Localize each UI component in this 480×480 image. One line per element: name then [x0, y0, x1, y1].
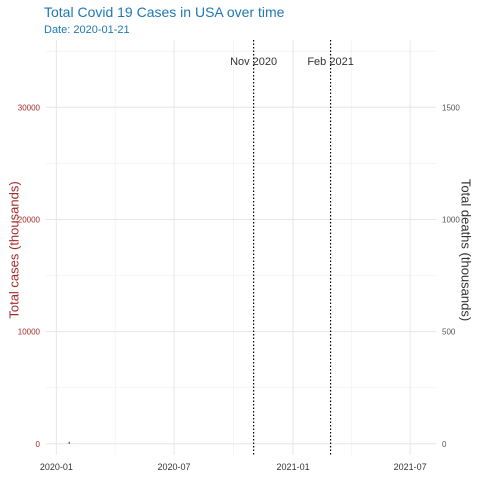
y-right-tick-label: 0 [442, 440, 447, 449]
y-left-tick-label: 10000 [18, 328, 41, 337]
x-tick-label: 2020-01 [40, 462, 73, 472]
x-tick-label: 2021-01 [277, 462, 310, 472]
y-right-tick-label: 1000 [442, 215, 460, 224]
annotation-label: Feb 2021 [307, 56, 353, 68]
y-right-tick-label: 1500 [442, 103, 460, 112]
chart-title: Total Covid 19 Cases in USA over time [44, 4, 285, 20]
y-right-tick-label: 500 [442, 328, 456, 337]
x-tick-label: 2020-07 [158, 462, 191, 472]
y-left-tick-label: 30000 [18, 103, 41, 112]
annotation-label: Nov 2020 [230, 56, 277, 68]
y-left-tick-label: 0 [36, 440, 41, 449]
x-tick-label: 2021-07 [394, 462, 427, 472]
y-left-tick-label: 20000 [18, 215, 41, 224]
chart-subtitle: Date: 2020-01-21 [44, 24, 130, 36]
